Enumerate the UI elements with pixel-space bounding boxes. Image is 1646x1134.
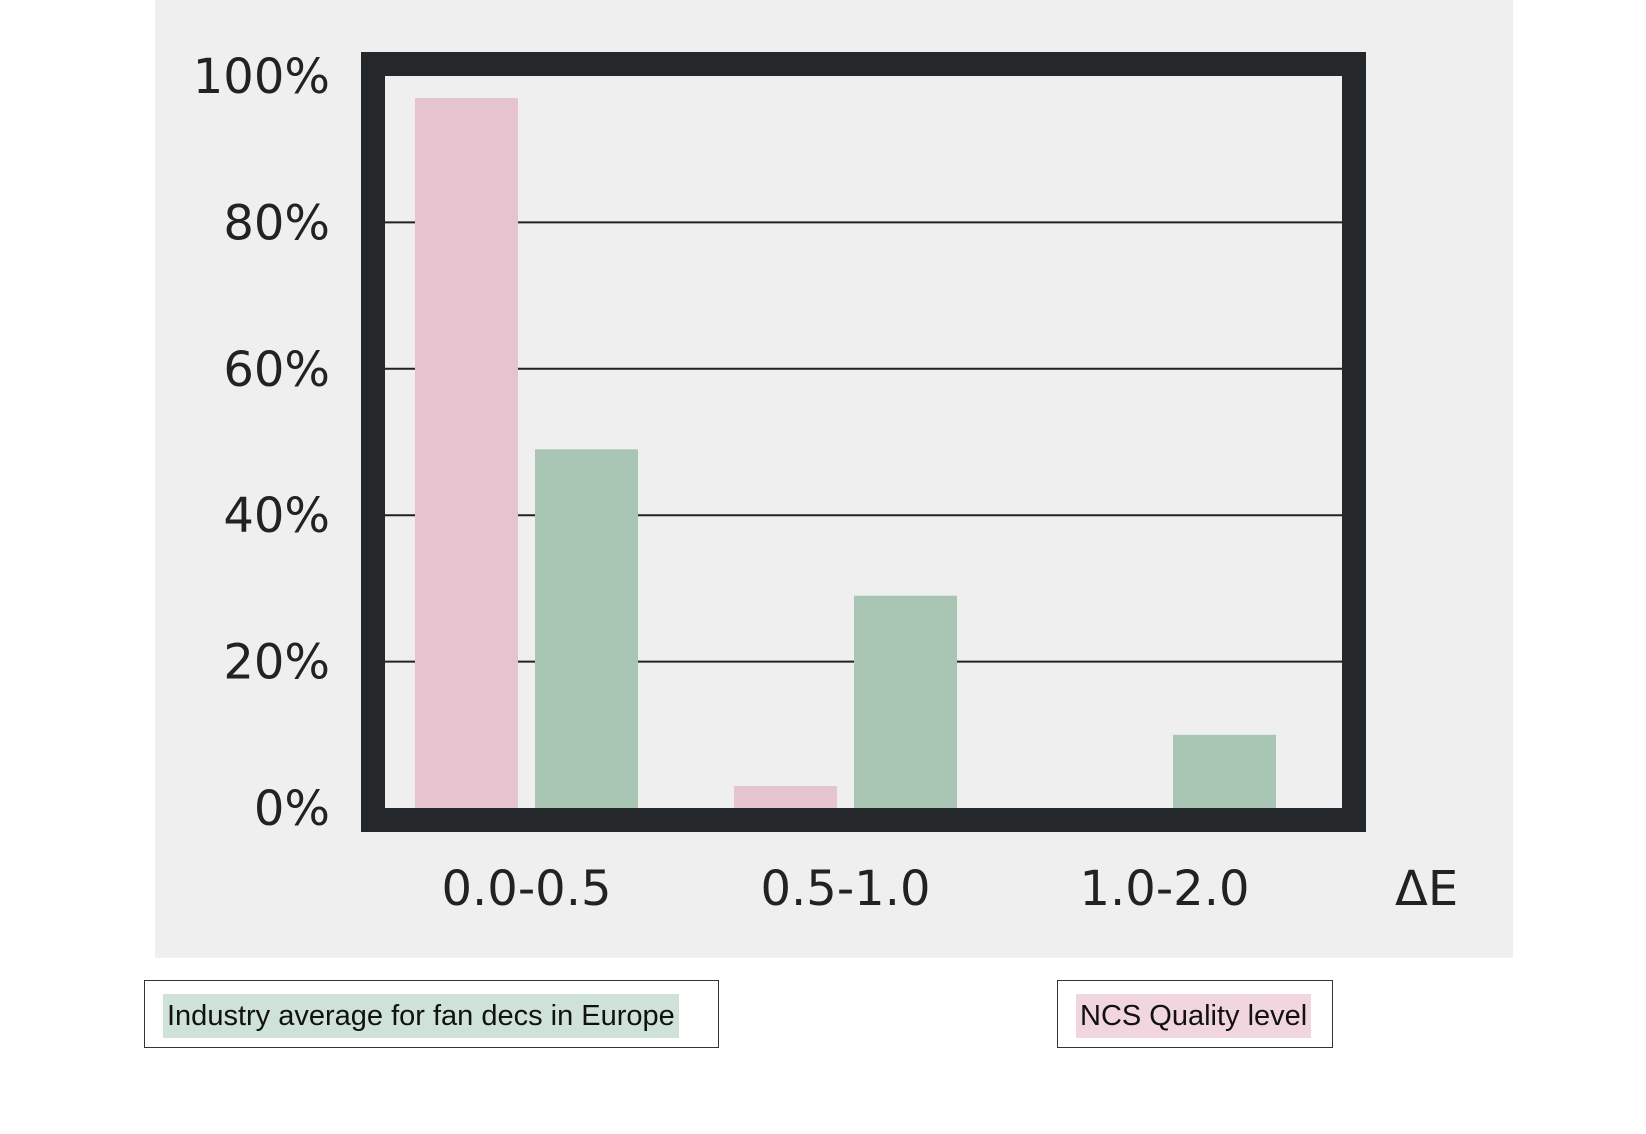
plot-frame — [361, 52, 1366, 832]
bar — [854, 595, 957, 808]
y-tick-label: 100% — [193, 49, 330, 105]
y-tick-label: 60% — [223, 342, 330, 398]
x-tick-label: 0.0-0.5 — [442, 861, 612, 917]
x-tick-label: 0.5-1.0 — [761, 861, 931, 917]
bar — [535, 449, 638, 808]
y-tick-label: 40% — [223, 488, 330, 544]
legend-ncs-quality-label: NCS Quality level — [1076, 994, 1312, 1038]
bar — [734, 786, 837, 808]
y-tick-label: 80% — [223, 195, 330, 251]
y-tick-label: 20% — [223, 635, 330, 691]
legend-industry-average-label: Industry average for fan decs in Europe — [163, 994, 679, 1038]
bar — [415, 97, 518, 808]
chart-panel: 0% 20% 40% 60% 80% 100% 0.0-0.5 0.5-1.0 1.0-2.0 Δ… — [155, 0, 1513, 958]
y-tick-label: 0% — [254, 781, 330, 837]
legend-ncs-quality: NCS Quality level — [1057, 980, 1333, 1048]
bar-chart: 0% 20% 40% 60% 80% 100% 0.0-0.5 0.5-1.0 1.0-2.0 Δ… — [193, 49, 1458, 917]
legend-industry-average: Industry average for fan decs in Europe — [144, 980, 719, 1048]
x-axis-label: ΔE — [1395, 861, 1458, 917]
bar — [1173, 734, 1276, 808]
x-tick-label: 1.0-2.0 — [1080, 861, 1250, 917]
